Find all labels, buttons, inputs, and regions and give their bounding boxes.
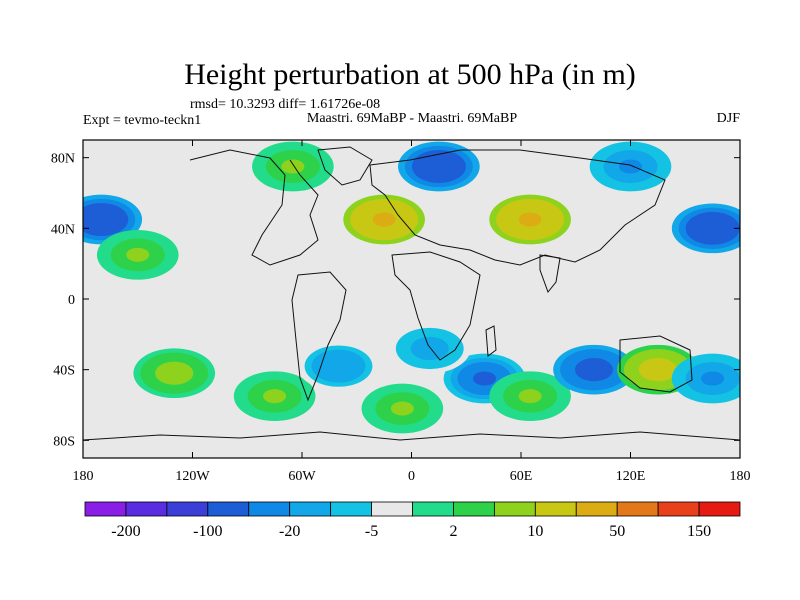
experiment-label: Expt = tevmo-teckn1 (83, 113, 201, 128)
colorbar-swatch (616, 501, 659, 517)
x-tick-label: 120E (616, 469, 646, 484)
anomaly-cell (361, 383, 444, 434)
anomaly-cell (553, 344, 635, 395)
colorbar-label: 10 (527, 523, 543, 540)
anomaly-contour (646, 362, 670, 377)
anomaly-contour (582, 362, 606, 377)
coastline-greenland (317, 146, 373, 186)
colorbar-swatch (534, 501, 577, 517)
colorbar-swatch (84, 501, 127, 517)
axis-ticks: 180 120W 60W 0 60E 120E 180 80N 40N 0 40S 80S (51, 140, 751, 484)
coastline-india (539, 254, 561, 294)
anomaly-contour (281, 159, 305, 174)
anomaly-cell (133, 348, 216, 399)
anomaly-contour (390, 401, 414, 416)
colorbar-swatch (657, 501, 700, 517)
colorbar: -200 -100 -20 -5 2 10 50 150 (84, 501, 741, 540)
coastline-antarctica (83, 431, 740, 441)
coastlines (83, 146, 740, 441)
colorbar-swatch (493, 501, 536, 517)
anomaly-contour (418, 341, 442, 356)
anomaly-layer (83, 141, 740, 434)
colorbar-swatch (453, 501, 495, 517)
anomaly-contour (701, 371, 725, 386)
x-tick-label: 180 (73, 469, 94, 484)
anomaly-contour (89, 212, 113, 227)
anomaly-contour (619, 159, 642, 174)
anomaly-cell (671, 353, 740, 404)
season-label: DJF (717, 111, 741, 126)
anomaly-cell (233, 371, 316, 422)
anomaly-contour (701, 221, 725, 236)
anomaly-cell (589, 141, 672, 192)
y-tick-label: 40S (53, 364, 75, 379)
anomaly-contour (162, 366, 186, 381)
colorbar-label: -200 (111, 523, 140, 540)
colorbar-label: -100 (193, 523, 222, 540)
anomaly-contour (327, 359, 350, 374)
colorbar-swatch (412, 501, 454, 517)
colorbar-swatch (698, 501, 741, 517)
coastline-madagascar (485, 325, 497, 357)
colorbar-swatch (125, 501, 168, 517)
colorbar-swatch (248, 501, 291, 517)
anomaly-contour (473, 371, 496, 386)
colorbar-label: 2 (449, 523, 457, 540)
anomaly-cell (297, 341, 380, 391)
colorbar-swatch (289, 501, 332, 517)
coastline-eurasia (369, 149, 666, 266)
anomaly-cell (398, 141, 480, 192)
x-tick-label: 180 (730, 469, 751, 484)
colorbar-swatch (330, 501, 372, 517)
anomaly-contour (518, 389, 542, 404)
colorbar-swatch (207, 501, 250, 517)
anomaly-cell (96, 229, 179, 280)
anomaly-contour (518, 212, 542, 227)
coastline-africa (391, 251, 481, 361)
colorbar-label: 150 (687, 523, 711, 540)
x-tick-label: 0 (408, 469, 415, 484)
chart-subtitle: rmsd= 10.3293 diff= 1.61726e-08 (190, 97, 380, 112)
y-tick-label: 0 (68, 293, 75, 308)
period-label: Maastri. 69MaBP - Maastri. 69MaBP (307, 111, 517, 126)
y-tick-label: 40N (51, 222, 75, 237)
anomaly-contour (263, 389, 287, 404)
anomaly-cell (489, 371, 571, 422)
coastline-australia (619, 335, 693, 393)
anomaly-cell (388, 323, 471, 374)
coastline-south-america (291, 271, 347, 402)
x-tick-label: 60E (510, 469, 533, 484)
colorbar-label: -5 (365, 523, 378, 540)
anomaly-contour (372, 212, 396, 227)
colorbar-label: -20 (279, 523, 300, 540)
x-tick-label: 60W (288, 469, 316, 484)
y-tick-label: 80N (51, 152, 75, 167)
coastline-north-america (189, 149, 319, 266)
anomaly-cell (252, 141, 334, 192)
anomaly-contour (427, 159, 451, 174)
anomaly-contour (126, 247, 150, 262)
y-tick-label: 80S (53, 434, 75, 449)
anomaly-cell (671, 203, 740, 254)
map-field (83, 140, 740, 458)
anomaly-cell (343, 194, 425, 245)
x-tick-label: 120W (175, 469, 210, 484)
colorbar-label: 50 (609, 523, 625, 540)
colorbar-swatch (166, 501, 209, 517)
colorbar-swatch (371, 501, 413, 517)
chart-title: Height perturbation at 500 hPa (in m) (184, 58, 636, 91)
colorbar-swatch (575, 501, 618, 517)
anomaly-cell (489, 194, 571, 245)
